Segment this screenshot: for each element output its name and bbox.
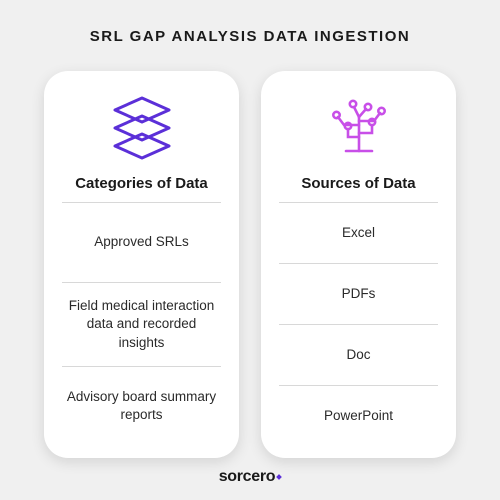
list-item: PowerPoint — [279, 385, 438, 446]
card-items-categories: Approved SRLs Field medical interaction … — [62, 202, 221, 446]
list-item: Approved SRLs — [62, 202, 221, 282]
card-title-categories: Categories of Data — [75, 175, 208, 192]
brand-logo: sorcero — [219, 468, 282, 486]
card-items-sources: Excel PDFs Doc PowerPoint — [279, 202, 438, 446]
circuit-icon — [328, 93, 390, 163]
card-sources: Sources of Data Excel PDFs Doc PowerPoin… — [261, 71, 456, 458]
list-item: Field medical interaction data and recor… — [62, 282, 221, 366]
card-title-sources: Sources of Data — [301, 175, 415, 192]
brand-accent-dot — [276, 474, 282, 480]
brand-text: sorcero — [219, 468, 276, 486]
cards-row: Categories of Data Approved SRLs Field m… — [30, 71, 470, 458]
list-item: Excel — [279, 202, 438, 263]
list-item: PDFs — [279, 263, 438, 324]
list-item: Advisory board summary reports — [62, 366, 221, 446]
card-categories: Categories of Data Approved SRLs Field m… — [44, 71, 239, 458]
layers-icon — [109, 93, 175, 163]
list-item: Doc — [279, 324, 438, 385]
page-title: SRL GAP ANALYSIS DATA INGESTION — [90, 28, 410, 45]
